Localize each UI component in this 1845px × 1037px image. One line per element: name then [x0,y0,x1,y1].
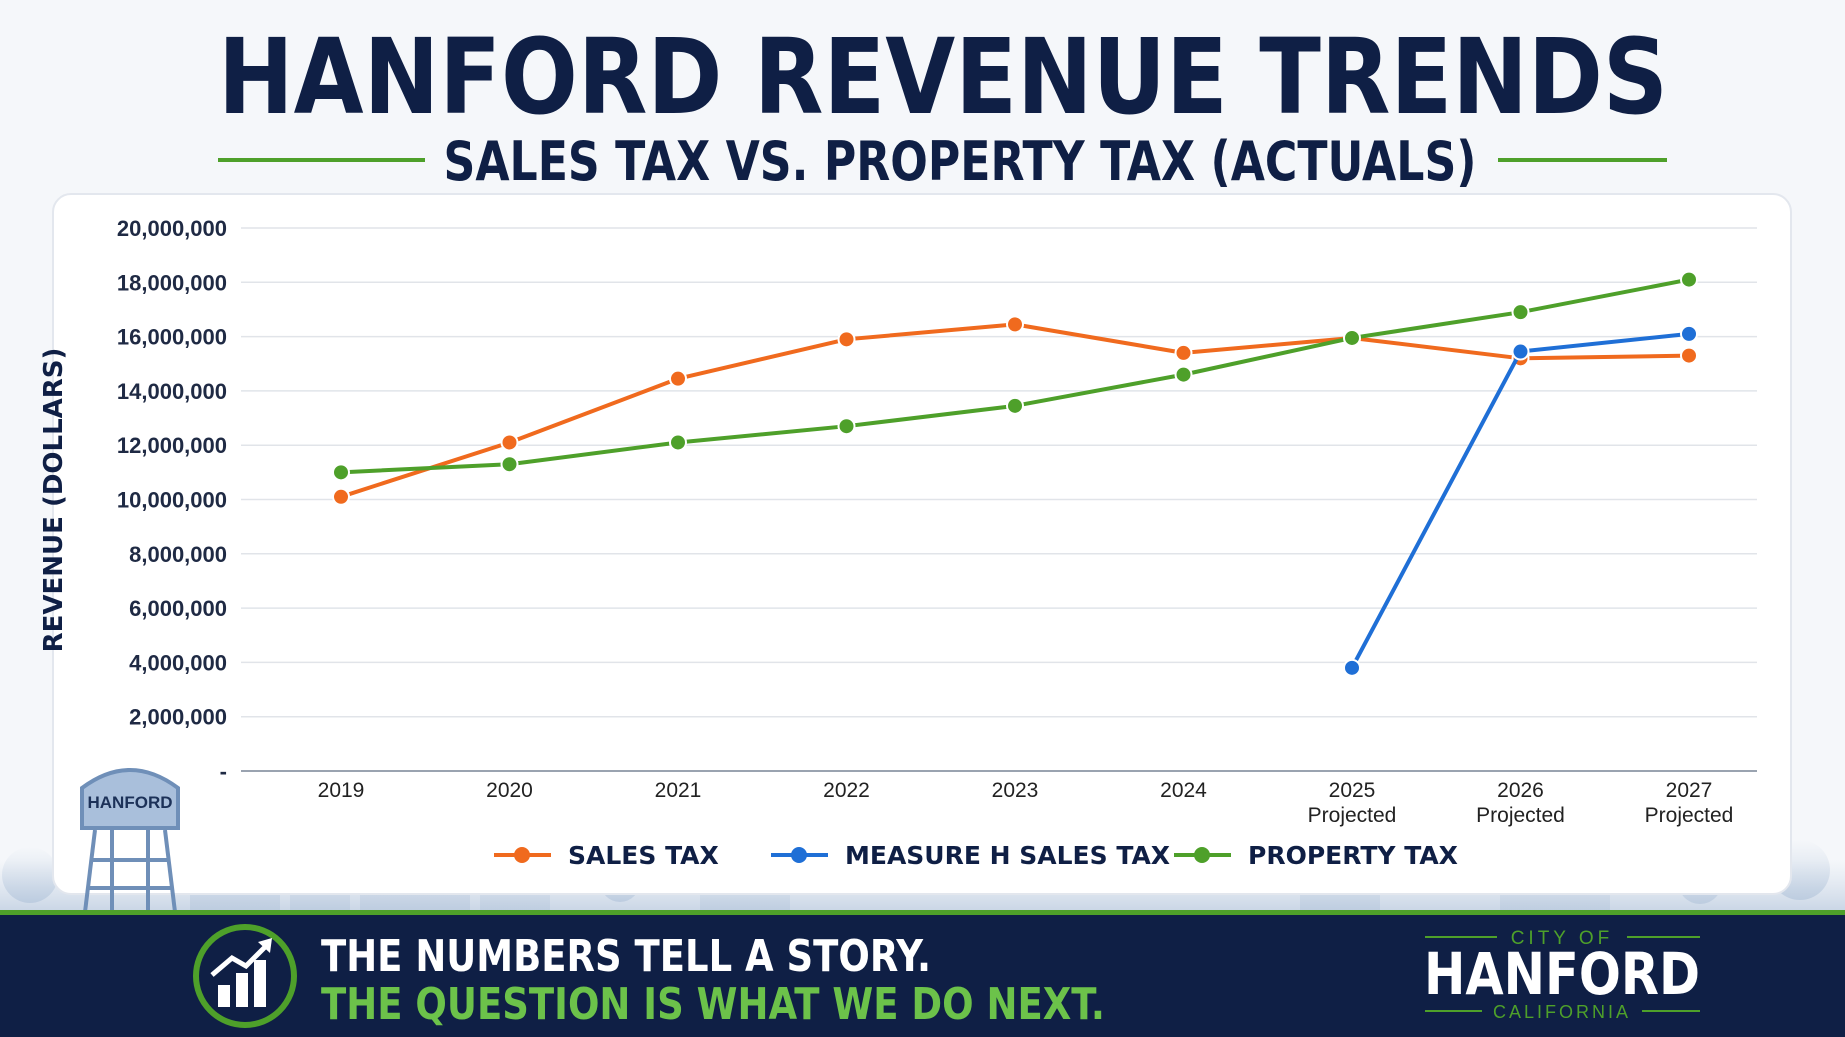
y-tick-label: 4,000,000 [129,650,227,675]
legend-marker [514,847,530,863]
y-tick-label: 18,000,000 [117,270,227,295]
x-tick-label: 2027 Projected [1644,779,1734,827]
legend-label: MEASURE H SALES TAX [845,841,1170,870]
y-tick-label: 20,000,000 [117,216,227,241]
x-tick-label: 2019 [317,779,365,802]
y-tick-label: 8,000,000 [129,542,227,567]
logo-name: HANFORD [1424,940,1700,1008]
data-point [1006,315,1024,334]
y-tick-label: 14,000,000 [117,379,227,404]
banner-line: THE QUESTION IS WHAT WE DO NEXT. [321,979,1105,1030]
data-point [1174,365,1193,384]
data-point [500,455,519,474]
y-tick-label: 6,000,000 [129,596,227,621]
x-tick-label: 2023 [991,779,1039,802]
chart-title: HANFORD REVENUE TRENDS [218,16,1668,138]
y-tick-label: 2,000,000 [129,705,227,730]
data-point [1006,396,1024,415]
data-point [837,417,856,436]
data-point [332,463,350,482]
chart-subtitle: SALES TAX VS. PROPERTY TAX (ACTUALS) [444,130,1477,193]
data-point [1680,346,1698,365]
logo-bottom: CALIFORNIA [1493,1002,1631,1022]
x-tick-label: 2024 [1160,779,1207,802]
banner [0,915,1845,1037]
growth-icon [193,924,297,1028]
chart-panel [52,193,1792,895]
data-point [837,330,856,349]
x-tick-label: 2022 [823,779,870,802]
data-point [500,433,519,452]
y-axis-label: REVENUE (DOLLARS) [39,348,69,653]
data-point [1680,324,1698,343]
data-point [1680,270,1698,289]
data-point [1343,658,1361,677]
banner-line: THE NUMBERS TELL A STORY. [321,931,931,982]
banner-rule [0,910,1845,915]
data-point [669,369,687,388]
data-point [1511,303,1530,322]
x-tick-label: 2020 [486,779,533,802]
water-tower [80,768,180,913]
data-point [669,433,687,452]
legend-label: SALES TAX [568,841,719,870]
x-tick-label: 2025 Projected [1307,779,1397,827]
data-point [1511,342,1530,361]
data-point [332,487,350,506]
logo-top: CITY OF [1511,928,1614,949]
data-point [1174,343,1193,362]
y-tick-label: 12,000,000 [117,433,227,458]
y-tick-label: 10,000,000 [117,488,227,513]
legend-marker [1194,847,1210,863]
data-point [1343,328,1361,347]
x-tick-label: 2026 Projected [1476,779,1565,827]
legend-label: PROPERTY TAX [1248,841,1458,870]
legend-marker [791,847,807,863]
y-tick-label: - [220,759,227,784]
x-tick-label: 2021 [654,779,702,802]
y-tick-label: 16,000,000 [117,325,227,350]
tower-label: HANFORD [88,793,173,812]
